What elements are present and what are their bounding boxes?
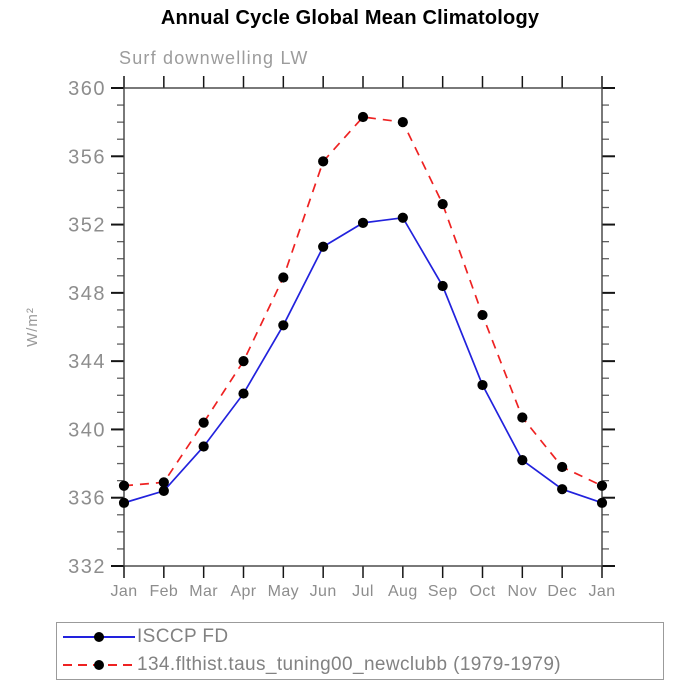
chart-canvas: W/m² 332 336 340 344 348 352 356 360 Jan Feb Mar Ap… bbox=[24, 76, 615, 600]
legend-line-sample-solid bbox=[63, 632, 135, 643]
legend-label-model: 134.flthist.taus_tuning00_newclubb (1979… bbox=[137, 653, 562, 675]
series-markers-0 bbox=[118, 212, 608, 508]
series-line-0 bbox=[123, 216, 603, 504]
svg-text:Sep: Sep bbox=[428, 583, 458, 600]
svg-text:Jul: Jul bbox=[352, 583, 374, 600]
svg-text:Mar: Mar bbox=[189, 583, 218, 600]
svg-text:360: 360 bbox=[68, 78, 106, 100]
svg-text:344: 344 bbox=[68, 351, 106, 373]
svg-text:Jun: Jun bbox=[310, 583, 337, 600]
svg-text:Aug: Aug bbox=[388, 583, 418, 600]
x-tick-labels: Jan Feb Mar Apr May Jun Jul Aug Sep Oct Nov Dec Jan bbox=[111, 583, 616, 600]
series-markers-1 bbox=[118, 111, 608, 491]
x-axis-ticks bbox=[123, 76, 603, 578]
page-title: Annual Cycle Global Mean Climatology bbox=[160, 7, 540, 29]
svg-text:348: 348 bbox=[68, 283, 106, 305]
svg-text:Jan: Jan bbox=[589, 583, 616, 600]
svg-text:Feb: Feb bbox=[149, 583, 178, 600]
axes-frame bbox=[123, 87, 603, 567]
legend-line-sample-dashed bbox=[63, 659, 135, 670]
legend-entry-isccp: ISCCP FD bbox=[57, 624, 663, 650]
y-axis-major-ticks bbox=[111, 87, 615, 567]
svg-text:352: 352 bbox=[68, 215, 106, 237]
y-axis-unit-label: W/m² bbox=[24, 307, 41, 347]
svg-text:340: 340 bbox=[68, 419, 106, 441]
plot-subtitle: Surf downwelling LW bbox=[119, 48, 309, 68]
svg-text:Dec: Dec bbox=[547, 583, 577, 600]
legend-box: ISCCP FD 134.flthist.taus_tuning00_newcl… bbox=[56, 622, 664, 680]
svg-text:Jan: Jan bbox=[111, 583, 138, 600]
y-tick-labels: 332 336 340 344 348 352 356 360 bbox=[68, 78, 106, 578]
svg-text:356: 356 bbox=[68, 146, 106, 168]
svg-text:332: 332 bbox=[68, 556, 106, 578]
svg-text:May: May bbox=[268, 583, 299, 600]
y-axis-minor-ticks bbox=[117, 104, 609, 550]
legend-entry-model: 134.flthist.taus_tuning00_newclubb (1979… bbox=[57, 652, 663, 678]
svg-text:336: 336 bbox=[68, 488, 106, 510]
legend-label-isccp: ISCCP FD bbox=[137, 626, 229, 648]
svg-text:Oct: Oct bbox=[469, 583, 495, 600]
svg-text:Nov: Nov bbox=[508, 583, 538, 600]
series-line-1 bbox=[123, 116, 603, 487]
svg-text:Apr: Apr bbox=[230, 583, 256, 600]
